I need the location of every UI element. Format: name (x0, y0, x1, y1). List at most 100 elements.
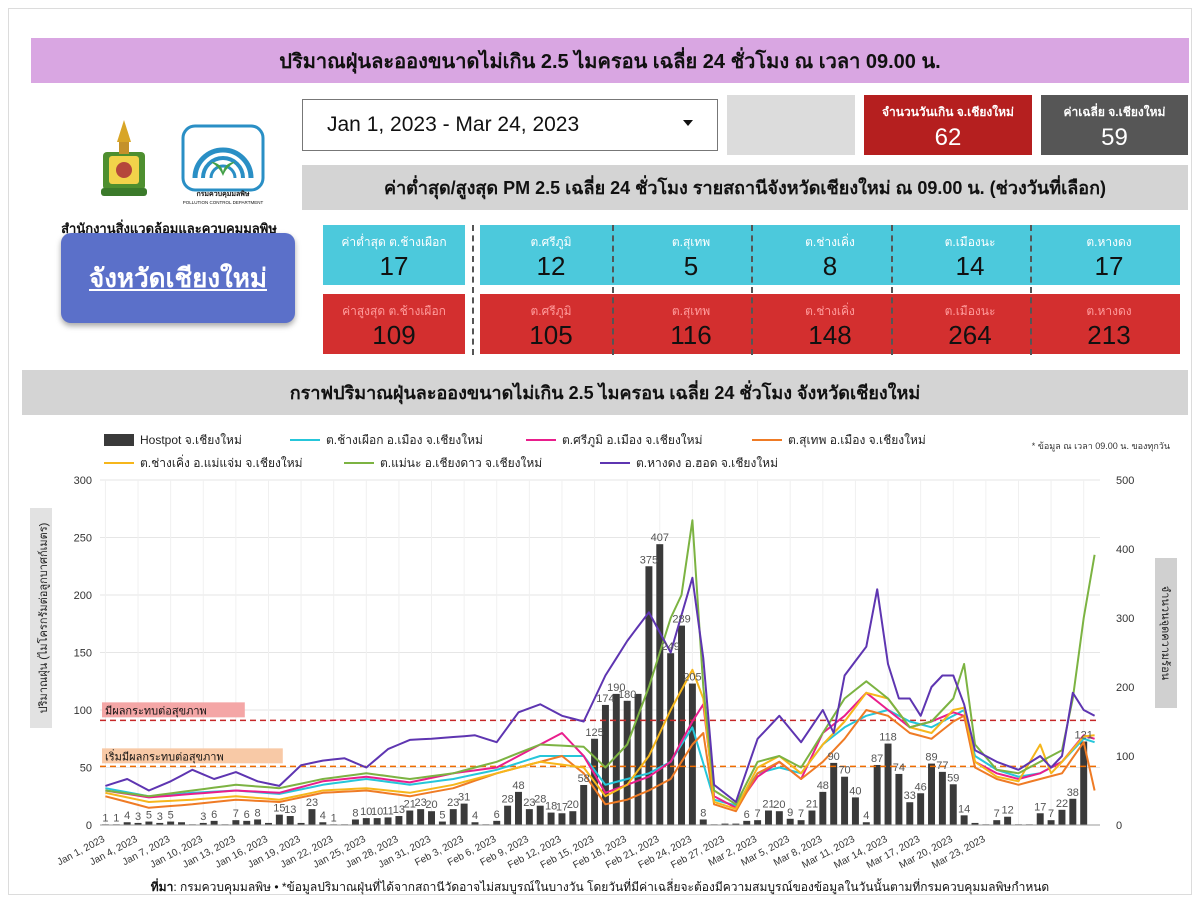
hotspot-value-label: 46 (915, 781, 927, 793)
hotspot-value-label: 48 (512, 780, 524, 792)
max-card-label: ต.ศรีภูมิ (530, 304, 572, 318)
hotspot-bar (178, 822, 185, 825)
hotspot-value-label: 23 (306, 797, 318, 809)
hotspot-bar (830, 762, 838, 825)
max-card-changphueak: ค่าสูงสุด ต.ช้างเผือก 109 (323, 294, 465, 354)
hotspot-value-label: 249 (661, 641, 679, 653)
legend-label: ต.ศรีภูมิ อ.เมือง จ.เชียงใหม่ (562, 433, 702, 448)
y-tick-label: 250 (74, 533, 92, 545)
hotspot-value-label: 23 (523, 797, 535, 809)
hotspot-bar (167, 821, 175, 825)
hotspot-value-label: 20 (773, 799, 785, 811)
y2-tick-label: 100 (1116, 751, 1134, 763)
hotspot-bar (960, 815, 968, 825)
hotspot-bar (558, 813, 566, 825)
min-card-value: 8 (822, 251, 838, 281)
hotspot-value-label: 20 (567, 799, 579, 811)
date-range-value: Jan 1, 2023 - Mar 24, 2023 (327, 113, 580, 136)
hotspot-bar (743, 820, 751, 825)
hotspot-bar (754, 820, 762, 825)
hotspot-bar (819, 791, 827, 825)
province-seal-icon (101, 120, 147, 196)
hotspot-bar (351, 819, 359, 825)
hotspot-bar (808, 810, 816, 825)
max-card-label: ต.หางดง (1086, 304, 1132, 318)
hotspot-bar (851, 797, 859, 825)
y-tick-label: 50 (80, 763, 92, 775)
max-card-label: ค่าสูงสุด ต.ช้างเผือก (342, 304, 446, 318)
page-title: ปริมาณฝุ่นละอองขนาดไม่เกิน 2.5 ไมครอน เฉ… (31, 38, 1189, 83)
y2-tick-label: 300 (1116, 613, 1134, 625)
pm25-chart: Hostpot จ.เชียงใหม่ ต.ช้างเผือก อ.เมือง จ… (30, 433, 1177, 871)
hotspot-bar (699, 819, 707, 825)
date-range-picker[interactable]: Jan 1, 2023 - Mar 24, 2023 (302, 99, 718, 151)
hotspot-bar (428, 811, 435, 825)
hotspot-bar (1069, 798, 1077, 825)
hotspot-bar (1058, 809, 1066, 825)
hotspot-bar (254, 819, 262, 825)
hotspot-value-label: 15 (273, 803, 285, 815)
hotspot-value-label: 13 (284, 804, 296, 816)
hotspot-value-label: 6 (494, 809, 500, 821)
hotspot-value-label: 3 (135, 811, 141, 823)
min-card-value: 5 (683, 251, 699, 281)
hotspot-bar (395, 816, 403, 825)
hotspot-bar (678, 625, 685, 825)
hotspot-value-label: 14 (958, 803, 970, 815)
hotspot-value-label: 7 (233, 808, 239, 820)
hotspot-bar (721, 823, 729, 825)
hotspot-bar (645, 566, 653, 825)
hotspot-bar (765, 810, 772, 825)
series-line (105, 668, 1095, 810)
max-card-suthep: ต.สุเทพ 116 (620, 294, 762, 354)
hotspot-bar (656, 544, 664, 825)
pcd-logo-icon: กรมควบคุมมลพิษ POLLUTION CONTROL DEPARTM… (181, 124, 265, 205)
legend-label: ต.ช่างเคิ่ง อ.แม่แจ่ม จ.เชียงใหม่ (140, 454, 303, 470)
divider (472, 225, 474, 355)
min-card-label: ต.ช่างเคิ่ง (805, 235, 855, 249)
max-card-value: 264 (948, 320, 992, 350)
hotspot-bars (101, 544, 1088, 825)
dashboard-frame (8, 8, 1192, 895)
hotspot-value-label: 58 (578, 773, 590, 785)
hotspot-bar (775, 811, 783, 825)
exceed-days-label: จำนวนวันเกิน จ.เชียงใหม่ (882, 105, 1014, 119)
hotspot-value-label: 28 (534, 794, 546, 806)
hotspot-bar (1080, 741, 1088, 825)
min-card-value: 12 (536, 251, 566, 281)
hotspot-bar (993, 820, 1001, 825)
hotspot-bar (265, 822, 272, 825)
hotspot-bar (667, 653, 675, 825)
hotspot-bar (906, 802, 914, 825)
hotspot-bar (895, 773, 903, 825)
hotspot-bar (580, 784, 588, 825)
hotspot-value-label: 17 (1034, 801, 1046, 813)
hotspot-bar (1004, 816, 1012, 825)
hotspot-value-label: 1 (102, 812, 108, 824)
province-button[interactable]: จังหวัดเชียงใหม่ (61, 233, 295, 323)
hotspot-bar (417, 809, 425, 825)
hotspot-bar (243, 820, 251, 825)
min-card-changkhoeng: ต.ช่างเคิ่ง 8 (759, 225, 901, 285)
y2-tick-label: 0 (1116, 820, 1122, 832)
hotspot-bar (786, 818, 794, 825)
hotspot-bar (145, 821, 153, 825)
hotspot-value-label: 4 (124, 810, 130, 822)
average-card: ค่าเฉลี่ย จ.เชียงใหม่ 59 (1041, 95, 1188, 155)
hotspot-bar (460, 803, 468, 825)
y2-axis: 0 100 200 300 400 500 (1116, 475, 1134, 832)
station-section-title: ค่าต่ำสุด/สูงสุด PM 2.5 เฉลี่ย 24 ชั่วโม… (302, 165, 1188, 210)
hotspot-value-label: 180 (618, 689, 636, 701)
hotspot-value-label: 3 (157, 811, 163, 823)
hotspot-value-label: 9 (787, 807, 793, 819)
series-line (105, 576, 1096, 803)
hotspot-value-label: 6 (744, 809, 750, 821)
min-card-sriphum: ต.ศรีภูมิ 12 (480, 225, 622, 285)
chart-title: กราฟปริมาณฝุ่นละอองขนาดไม่เกิน 2.5 ไมครอ… (22, 370, 1188, 415)
hotspot-value-label: 22 (1056, 798, 1068, 810)
min-card-value: 17 (1094, 251, 1124, 281)
max-card-label: ต.สุเทพ (671, 304, 711, 318)
min-card-label: ต.เมืองนะ (944, 235, 996, 249)
y-tick-label: 200 (74, 590, 92, 602)
